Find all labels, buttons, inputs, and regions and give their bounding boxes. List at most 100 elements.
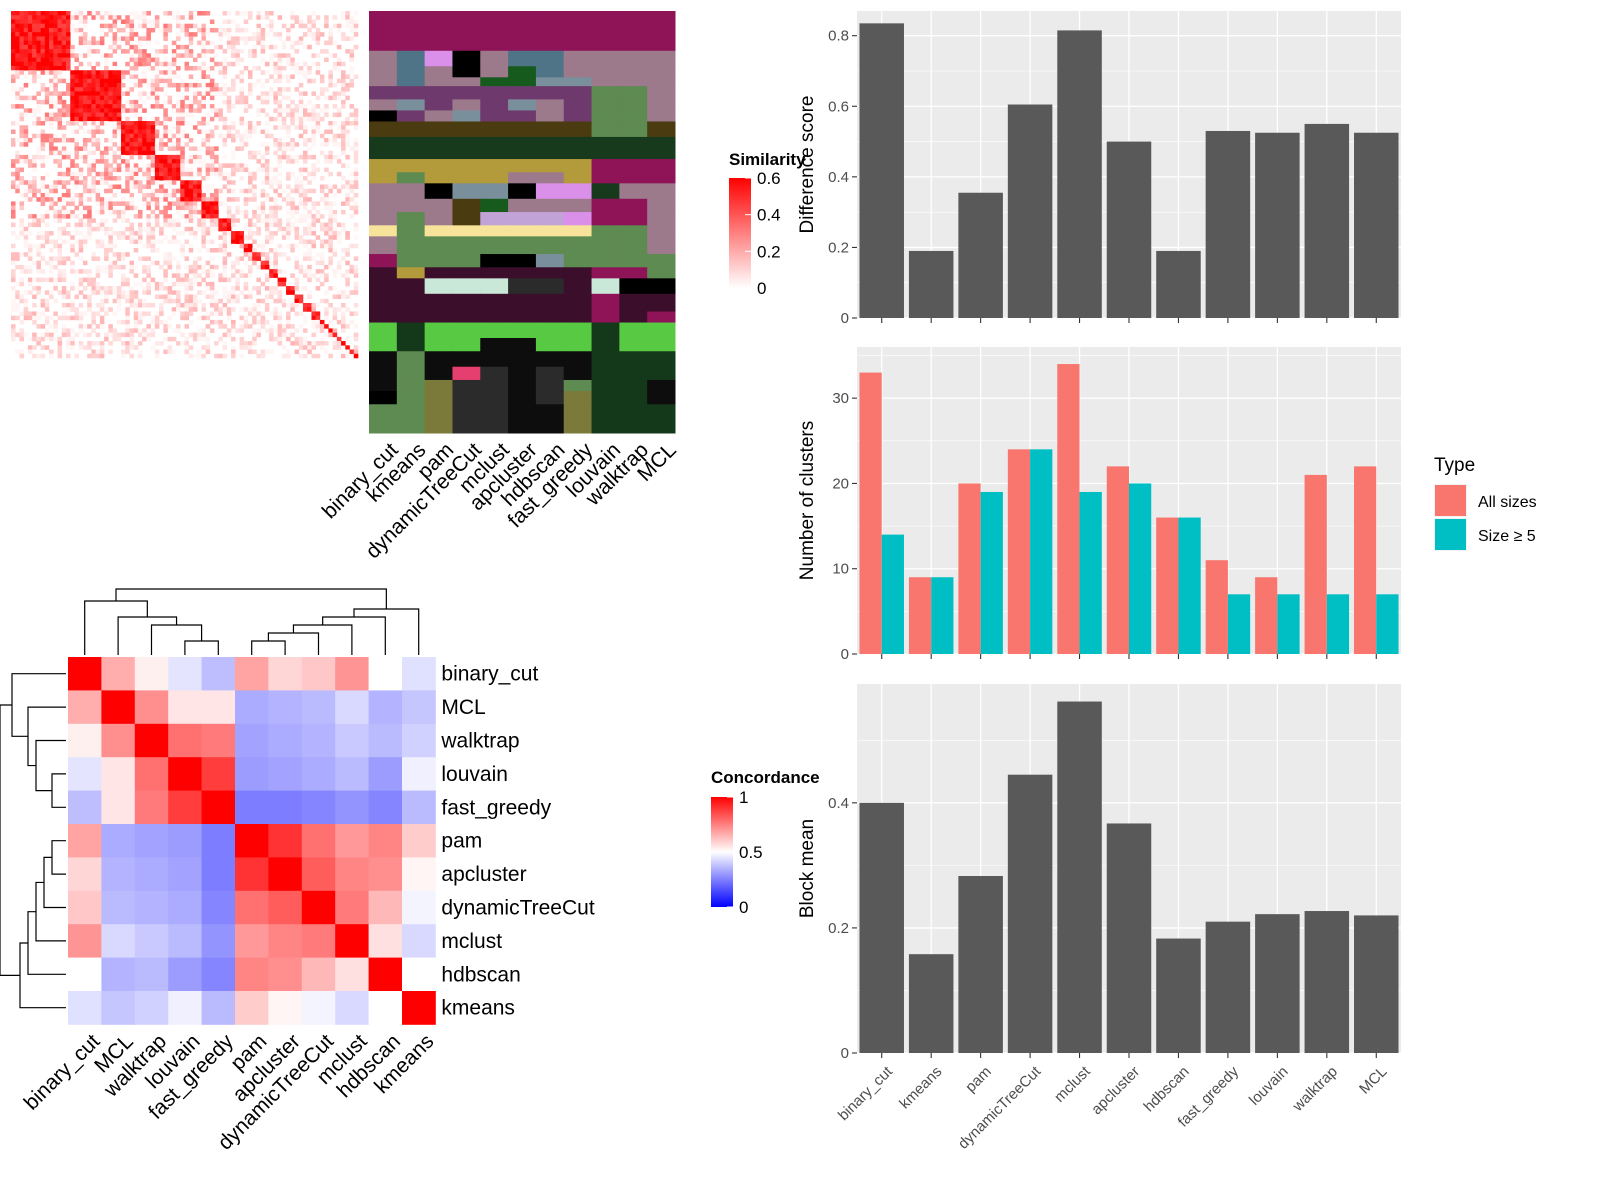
- assignment-cell: [508, 278, 537, 295]
- similarity-cell: [290, 154, 295, 160]
- similarity-cell: [239, 328, 245, 333]
- similarity-cell: [222, 345, 228, 350]
- similarity-cell: [243, 27, 249, 33]
- similarity-cell: [27, 36, 33, 41]
- similarity-cell: [239, 315, 245, 321]
- similarity-cell: [214, 247, 219, 253]
- similarity-cell: [78, 82, 84, 88]
- similarity-cell: [188, 167, 194, 173]
- similarity-cell: [53, 328, 58, 333]
- similarity-cell: [36, 286, 41, 291]
- similarity-cell: [163, 277, 168, 283]
- concordance-cell: [402, 991, 436, 1025]
- similarity-cell: [345, 74, 350, 80]
- similarity-cell: [57, 349, 63, 355]
- similarity-cell: [218, 27, 223, 33]
- similarity-cell: [36, 116, 41, 122]
- similarity-cell: [129, 345, 135, 350]
- similarity-cell: [27, 53, 33, 58]
- top-dendrogram-branch: [292, 624, 353, 655]
- similarity-cell: [154, 201, 160, 206]
- similarity-cell: [163, 167, 168, 173]
- similarity-cell: [146, 61, 151, 67]
- similarity-cell: [104, 226, 109, 232]
- concordance-cell: [168, 991, 202, 1025]
- similarity-cell: [260, 108, 266, 113]
- similarity-cell: [167, 315, 173, 321]
- similarity-cell: [332, 214, 338, 219]
- similarity-cell: [23, 231, 29, 236]
- similarity-cell: [142, 167, 147, 173]
- similarity-cell: [23, 82, 29, 88]
- similarity-cell: [74, 269, 80, 274]
- assignment-cell: [619, 311, 648, 324]
- similarity-cell: [302, 112, 308, 118]
- similarity-cell: [302, 201, 308, 206]
- similarity-cell: [290, 273, 295, 278]
- similarity-cell: [247, 341, 253, 346]
- similarity-cell: [319, 298, 325, 304]
- similarity-cell: [78, 341, 84, 346]
- similarity-cell: [324, 19, 329, 24]
- similarity-cell: [239, 243, 245, 249]
- similarity-cell: [341, 150, 346, 156]
- similarity-cell: [142, 277, 147, 283]
- assignment-cell: [480, 11, 509, 52]
- assignment-cell: [369, 379, 398, 392]
- similarity-cell: [353, 290, 359, 295]
- similarity-cell: [256, 277, 261, 283]
- similarity-cell: [133, 184, 139, 190]
- similarity-cell: [171, 70, 177, 75]
- similarity-cell: [319, 239, 325, 245]
- concordance-cell: [168, 690, 202, 725]
- assignment-cell: [424, 351, 453, 368]
- similarity-cell: [40, 192, 46, 198]
- similarity-cell: [209, 129, 215, 135]
- similarity-cell: [99, 104, 105, 109]
- similarity-cell: [205, 214, 211, 219]
- similarity-cell: [180, 95, 185, 101]
- similarity-cell: [349, 180, 355, 185]
- similarity-cell: [239, 27, 245, 33]
- similarity-cell: [121, 281, 126, 287]
- similarity-cell: [353, 281, 359, 287]
- similarity-cell: [15, 61, 20, 67]
- similarity-cell: [61, 11, 67, 16]
- similarity-cell: [197, 298, 202, 304]
- similarity-cell: [137, 44, 143, 50]
- similarity-cell: [19, 40, 24, 46]
- similarity-cell: [264, 61, 270, 67]
- similarity-cell: [319, 345, 325, 350]
- similarity-cell: [121, 256, 126, 261]
- concordance-cell: [268, 723, 303, 758]
- cluster-assignment-method-labels: binary_cutkmeanspamdynamicTreeCutmclusta…: [318, 438, 681, 563]
- similarity-cell: [53, 104, 58, 109]
- assignment-cell: [563, 11, 593, 52]
- similarity-cell: [324, 201, 329, 206]
- similarity-cell: [324, 104, 329, 109]
- y-tick-label: 0.2: [828, 920, 849, 937]
- similarity-cell: [226, 44, 232, 50]
- similarity-cell: [78, 256, 84, 261]
- similarity-cell: [205, 324, 211, 329]
- concordance-cell: [134, 857, 169, 892]
- similarity-cell: [40, 176, 46, 181]
- similarity-cell: [82, 184, 88, 190]
- similarity-cell: [150, 231, 156, 236]
- similarity-cell: [137, 302, 143, 308]
- similarity-cell: [53, 214, 58, 219]
- similarity-cell: [78, 19, 84, 24]
- similarity-cell: [57, 218, 63, 223]
- similarity-cell: [294, 188, 300, 194]
- similarity-cell: [108, 23, 113, 29]
- similarity-cell: [15, 19, 20, 24]
- similarity-cell: [341, 273, 346, 278]
- similarity-cell: [40, 70, 46, 75]
- similarity-cell: [184, 197, 190, 202]
- similarity-cell: [184, 87, 190, 92]
- similarity-cell: [294, 226, 300, 232]
- similarity-cell: [108, 209, 113, 215]
- assignment-cell: [591, 311, 620, 324]
- similarity-cell: [247, 311, 253, 316]
- similarity-cell: [201, 328, 206, 333]
